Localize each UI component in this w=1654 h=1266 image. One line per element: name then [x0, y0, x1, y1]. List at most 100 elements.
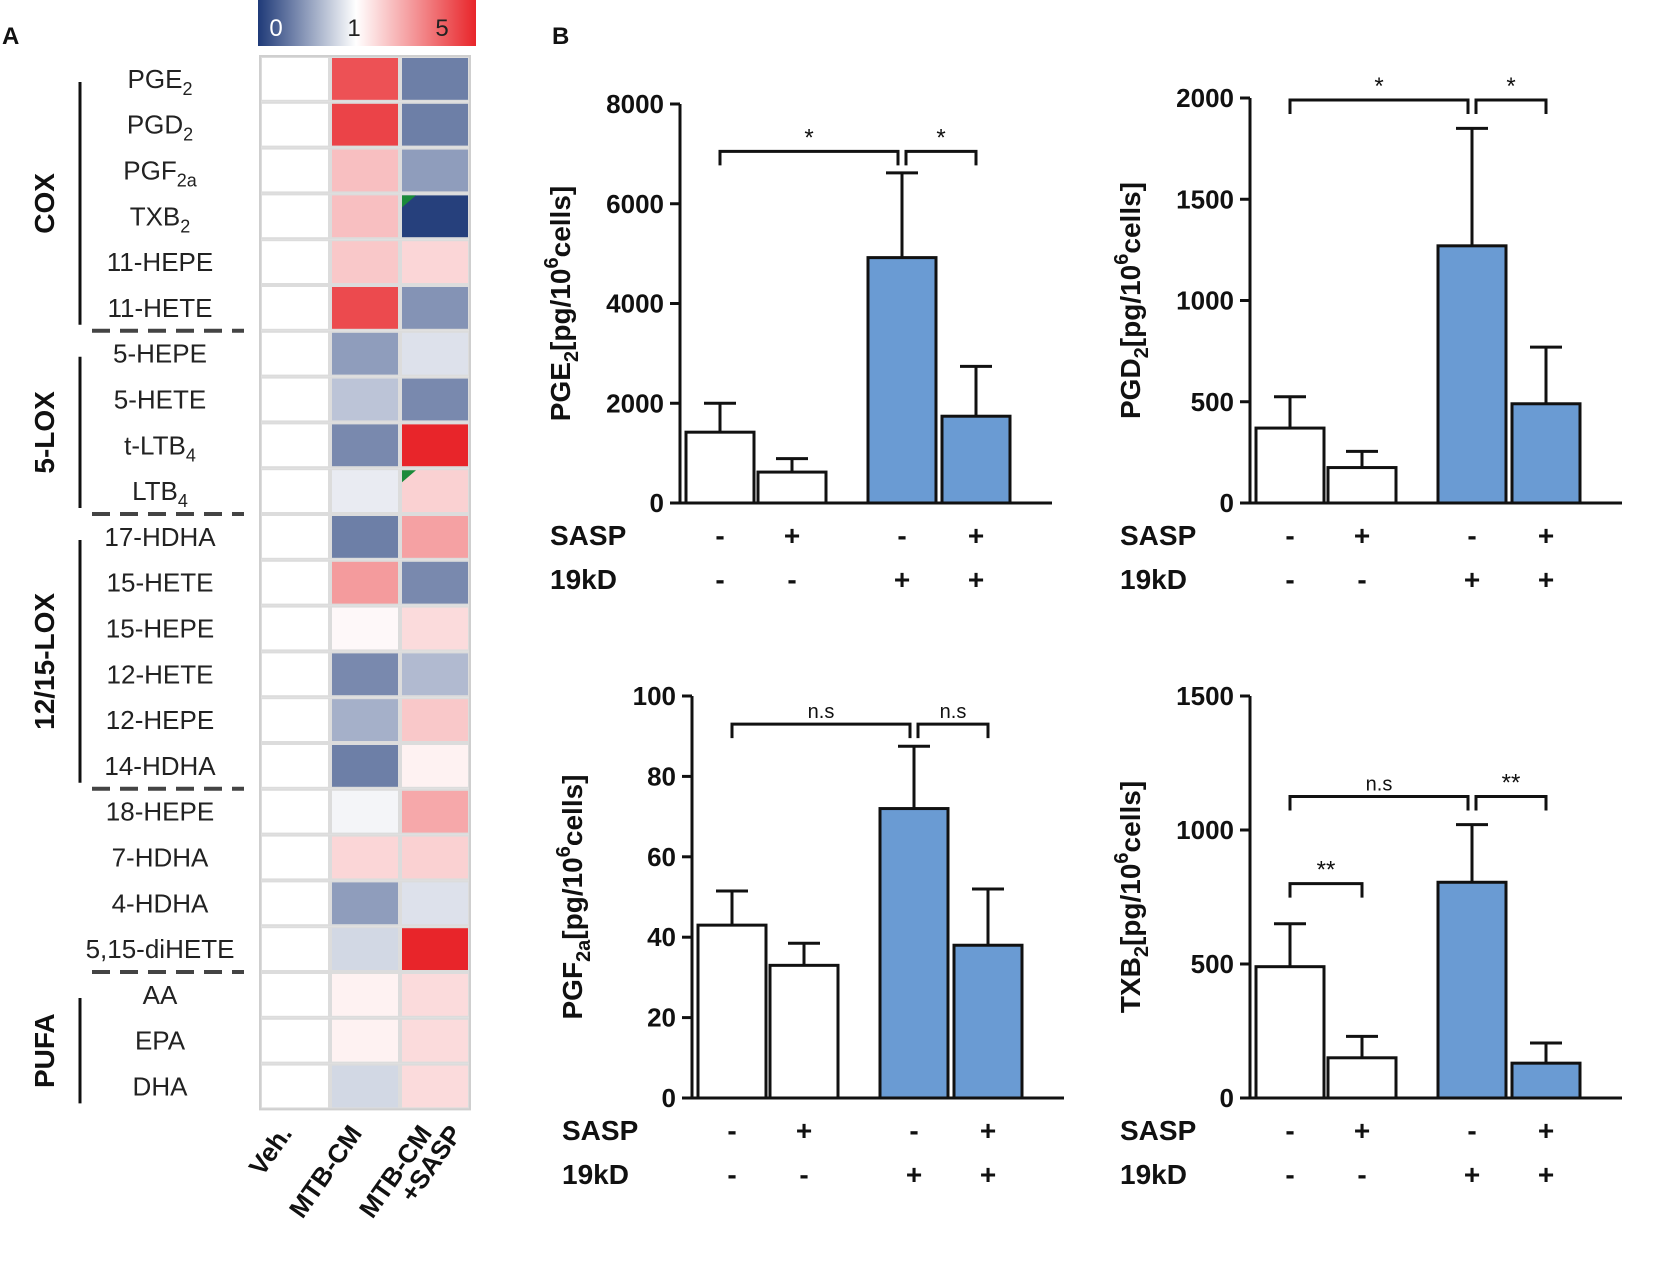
heatmap-cell — [260, 1017, 330, 1064]
heatmap-row-label: 12-HEPE — [106, 705, 214, 735]
condition-19kd-value: - — [715, 564, 724, 595]
heatmap-cell — [260, 743, 330, 789]
y-tick-label: 6000 — [606, 189, 664, 219]
condition-sasp-value: + — [980, 1115, 996, 1146]
y-tick-label: 60 — [647, 842, 676, 872]
heatmap-cell — [260, 422, 330, 469]
heatmap-cell — [260, 468, 330, 515]
condition-sasp-value: - — [897, 520, 906, 551]
heatmap-cell — [330, 559, 400, 606]
bar-chart-3: 0 20 40 60 80 100 PGF2a[pg/106cells] n.s n.s SASP… — [553, 681, 1064, 1190]
colorbar-tick-5: 5 — [435, 15, 448, 42]
bar — [1510, 1061, 1582, 1100]
y-tick-label: 1500 — [1176, 681, 1234, 711]
heatmap-cell — [330, 788, 400, 835]
bar — [684, 430, 756, 505]
bar — [952, 943, 1024, 1100]
colorbar-tick-0: 0 — [269, 15, 282, 42]
condition-19kd-value: + — [980, 1159, 996, 1190]
heatmap-cell — [330, 651, 400, 698]
heatmap-cell — [330, 422, 400, 469]
significance-bracket — [1288, 795, 1470, 811]
heatmap-cell — [260, 605, 330, 652]
heatmap-cell — [400, 56, 470, 102]
heatmap-cell — [400, 1063, 470, 1110]
y-tick-label: 0 — [1220, 488, 1234, 518]
condition-19kd-value: - — [1285, 1159, 1294, 1190]
condition-19kd-value: - — [727, 1159, 736, 1190]
y-axis-label: PGE2[pg/106cells] — [541, 186, 583, 421]
heatmap-cell — [400, 697, 470, 744]
heatmap-cell — [400, 285, 470, 331]
heatmap-cell — [260, 56, 330, 102]
bar — [1326, 1056, 1398, 1100]
heatmap-row-label: PGE2 — [128, 64, 193, 99]
heatmap-cell — [260, 926, 330, 973]
heatmap-column-label: Veh. — [243, 1120, 298, 1181]
heatmap-cell — [330, 376, 400, 423]
significance-bracket — [730, 722, 912, 739]
heatmap-cell — [330, 605, 400, 652]
heatmap-row-label: AA — [143, 980, 178, 1010]
bar — [1436, 880, 1508, 1100]
heatmap-cell — [260, 834, 330, 881]
panel-label-a: A — [2, 23, 19, 50]
y-tick-label: 2000 — [1176, 83, 1234, 113]
bar-chart-1: 0 2000 4000 6000 8000 PGE2[pg/106cells] * * SASP… — [541, 89, 1052, 595]
heatmap-cell — [260, 880, 330, 927]
significance-label: n.s — [940, 701, 967, 723]
condition-19kd-value: + — [1538, 1159, 1554, 1190]
bar — [1254, 965, 1326, 1100]
condition-sasp-value: - — [1285, 1115, 1294, 1146]
heatmap-cell — [400, 880, 470, 927]
heatmap-row-label: 14-HDHA — [104, 751, 216, 781]
condition-sasp-value: - — [1467, 520, 1476, 551]
heatmap-cell — [260, 193, 330, 240]
condition-sasp-value: - — [727, 1115, 736, 1146]
condition-row-label: SASP — [1120, 520, 1196, 551]
group-label: PUFA — [29, 1013, 60, 1088]
y-tick-label: 0 — [650, 488, 664, 518]
panel-label-b: B — [552, 23, 569, 50]
heatmap-cell — [330, 101, 400, 148]
bar — [1254, 426, 1326, 505]
heatmap-row-label: 15-HEPE — [106, 614, 214, 644]
y-axis-label: PGF2a[pg/106cells] — [553, 774, 595, 1019]
heatmap-cell — [400, 514, 470, 560]
heatmap-cell — [400, 193, 470, 240]
heatmap-row-label: TXB2 — [130, 201, 191, 236]
bar — [1436, 244, 1508, 505]
bar — [866, 256, 938, 505]
heatmap-cell — [260, 651, 330, 698]
condition-19kd-value: + — [894, 564, 910, 595]
heatmap-cell — [330, 193, 400, 240]
heatmap-colorbar: 0 1 5 — [258, 0, 476, 46]
heatmap-row-label: 5-HEPE — [113, 339, 207, 369]
heatmap-cell — [400, 1017, 470, 1064]
condition-row-label: 19kD — [1120, 1159, 1187, 1190]
heatmap-cell — [330, 1063, 400, 1110]
condition-row-label: SASP — [1120, 1115, 1196, 1146]
bar — [878, 807, 950, 1100]
heatmap-row-label: 11-HEPE — [107, 247, 213, 277]
heatmap-cell — [260, 101, 330, 148]
y-tick-label: 500 — [1191, 387, 1234, 417]
colorbar-tick-1: 1 — [347, 15, 360, 42]
heatmap-cell — [330, 147, 400, 194]
condition-19kd-value: - — [1357, 1159, 1366, 1190]
condition-19kd-value: - — [787, 564, 796, 595]
heatmap-cell — [330, 56, 400, 102]
significance-bracket — [904, 149, 978, 166]
heatmap-row-label: 12-HETE — [107, 659, 214, 689]
condition-sasp-value: + — [784, 520, 800, 551]
heatmap-cell — [400, 101, 470, 148]
condition-19kd-value: - — [799, 1159, 808, 1190]
y-tick-label: 0 — [662, 1083, 676, 1113]
condition-19kd-value: - — [1357, 564, 1366, 595]
group-label: 5-LOX — [29, 391, 60, 474]
significance-label: * — [1506, 73, 1515, 100]
condition-19kd-value: + — [1464, 1159, 1480, 1190]
y-tick-label: 0 — [1220, 1083, 1234, 1113]
bar — [940, 414, 1012, 505]
